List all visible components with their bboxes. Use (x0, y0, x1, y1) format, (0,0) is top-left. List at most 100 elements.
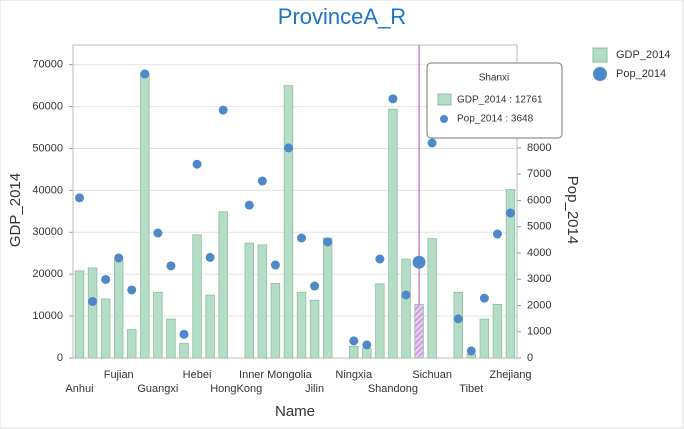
point (466, 346, 476, 356)
point (453, 314, 463, 324)
x-tick-label: Tibet (459, 383, 483, 395)
legend-label: Pop_2014 (616, 68, 666, 80)
x-tick-label: Ningxia (335, 369, 373, 381)
y2-tick-label: 6000 (527, 194, 551, 206)
point (310, 281, 320, 291)
plot-frame (72, 44, 518, 359)
y2-tick-label: 5000 (527, 221, 551, 233)
point (75, 193, 85, 203)
point (153, 228, 163, 238)
y2-tick-label: 4000 (527, 247, 551, 259)
y2-tick-label: 3000 (527, 273, 551, 285)
point (362, 340, 372, 350)
bar (100, 298, 111, 359)
y-tick-label: 40000 (32, 184, 63, 196)
point (101, 274, 111, 284)
x-tick-label: Fujian (104, 369, 134, 381)
y-tick-label: 10000 (32, 310, 63, 322)
bar (153, 291, 163, 359)
x-tick-label: Zhejiang (489, 369, 531, 381)
y-tick-label: 60000 (32, 101, 63, 113)
bar (205, 294, 215, 359)
x-tick-label: Guangxi (137, 383, 178, 395)
tooltip-swatch (437, 93, 452, 106)
x-tick-label: Shandong (368, 383, 418, 395)
point (140, 69, 150, 79)
x-tick-label: Hebei (183, 369, 212, 381)
legend-swatch (593, 67, 607, 81)
tooltip-title: Shanxi (479, 73, 510, 84)
point (179, 329, 189, 339)
bar (505, 189, 516, 359)
bar (309, 299, 320, 359)
bar (218, 211, 228, 359)
y2-tick-label: 8000 (527, 142, 551, 154)
bar (479, 318, 490, 359)
bar (427, 238, 437, 359)
y2-axis-label: Pop_2014 (564, 176, 581, 244)
bar (87, 267, 98, 359)
bar (349, 345, 359, 359)
bar (283, 85, 294, 359)
bar (244, 242, 255, 359)
point (323, 237, 333, 247)
y2-tick-label: 7000 (527, 168, 551, 180)
point (127, 285, 137, 295)
bar (375, 283, 385, 359)
point (218, 105, 228, 115)
bar (74, 270, 85, 359)
chart-title: ProvinceA_R (278, 4, 406, 29)
y-tick-label: 20000 (32, 268, 63, 280)
bar (296, 291, 307, 359)
bar (166, 318, 176, 359)
point (401, 290, 411, 300)
point (192, 159, 202, 169)
point (492, 229, 502, 239)
tooltip-row: GDP_2014 : 12761 (457, 95, 543, 106)
bar (362, 347, 372, 359)
bar (322, 237, 333, 359)
point (412, 255, 426, 269)
bar (492, 303, 503, 359)
bar (453, 291, 463, 359)
tooltip-swatch (440, 115, 448, 123)
y-tick-label: 70000 (32, 59, 63, 71)
point (244, 200, 254, 210)
point (283, 143, 293, 153)
point (257, 176, 267, 186)
bar (388, 108, 398, 359)
bar (192, 234, 202, 359)
bar (179, 342, 189, 359)
y-tick-label: 50000 (32, 142, 63, 154)
point (349, 336, 359, 346)
y-axis-label: GDP_2014 (7, 173, 24, 247)
x-tick-label: Anhui (65, 383, 93, 395)
point (297, 233, 307, 243)
point (166, 261, 176, 271)
point (505, 208, 515, 218)
y2-tick-label: 2000 (527, 299, 551, 311)
point (479, 293, 489, 303)
point (114, 253, 124, 263)
bar (401, 258, 411, 359)
y-tick-label: 0 (57, 352, 63, 364)
legend-label: GDP_2014 (616, 49, 670, 61)
bar (414, 304, 424, 359)
point (427, 138, 437, 148)
point (375, 254, 385, 264)
point (270, 260, 280, 270)
point (88, 297, 98, 307)
tooltip-box (426, 62, 563, 139)
bar (113, 259, 124, 359)
point (205, 252, 215, 262)
x-tick-label: Jilin (305, 383, 324, 395)
bar (127, 329, 137, 359)
tooltip-row: Pop_2014 : 3648 (457, 114, 534, 125)
x-axis-label: Name (275, 403, 315, 420)
y-tick-label: 30000 (32, 226, 63, 238)
bar (140, 73, 150, 359)
x-tick-label: Sichuan (412, 369, 452, 381)
bar (270, 283, 281, 359)
